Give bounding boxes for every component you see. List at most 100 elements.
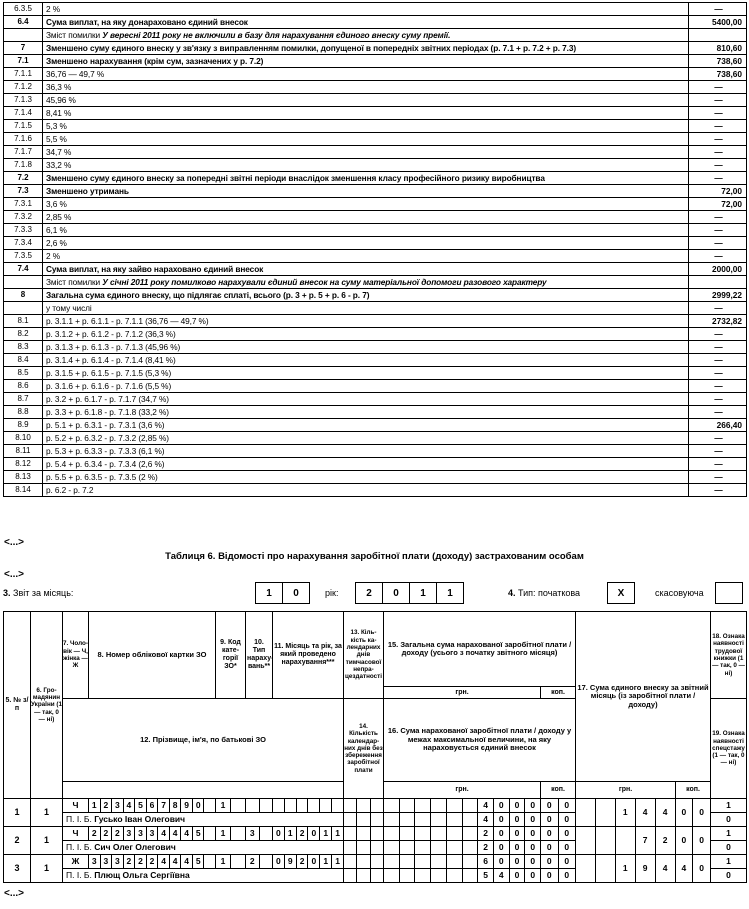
row-number: 8.8 — [3, 405, 43, 419]
header-cell-8-card-number: 8. Номер облікової картки ЗО — [88, 611, 216, 699]
row-label: Зменшено нарахування (крім сум, зазначен… — [42, 54, 689, 68]
row-number: 7.3.2 — [3, 210, 43, 224]
special-service-flag: 0 — [710, 812, 747, 827]
digit-box: 2 — [654, 827, 675, 854]
header-cell-18-work-book: 18. Ознака наявності трудової книжки (1 … — [710, 611, 747, 699]
digit-box: 1 — [220, 827, 226, 838]
row-label-text: Зменшено утримань — [46, 185, 129, 196]
digit-box: 3 — [99, 855, 112, 868]
digit-box: 0 — [492, 827, 509, 840]
person-number: 3 — [3, 854, 31, 883]
row-value: — — [688, 457, 747, 471]
row-number: 6.3.5 — [3, 2, 43, 16]
category-code-boxes: 1 — [215, 798, 246, 813]
digit-box: 0 — [492, 813, 509, 826]
digit-box: 0 — [508, 855, 525, 868]
ellipsis-mark: <...> — [4, 888, 25, 899]
row-label: р. 3.1.3 + р. 6.1.3 - р. 7.1.3 (45,96 %) — [42, 340, 689, 354]
row-number: 7.2 — [3, 171, 43, 185]
digit-box — [461, 813, 478, 826]
digit-box: 2 — [249, 855, 255, 866]
summary-table-row: 8.9 р. 5.1 + р. 6.3.1 - р. 7.3.1 (3,6 %)… — [3, 418, 747, 432]
summary-table-row: 7.1.7 34,7 % — — [3, 145, 747, 159]
summary-table-row: 7.4 Сума виплат, на яку зайво нараховано… — [3, 262, 747, 276]
summary-table-row: 7.1.6 5,5 % — — [3, 132, 747, 146]
row-value: 72,00 — [688, 184, 747, 198]
digit-box — [430, 869, 446, 882]
row-label: Загальна сума єдиного внеску, що підляга… — [42, 288, 689, 302]
summary-table-row: 7.3.2 2,85 % — — [3, 210, 747, 224]
digit-box — [594, 855, 615, 882]
pib-prefix: П. І. Б. — [66, 869, 95, 880]
row-label-text: 36,76 — 49,7 % — [46, 68, 105, 79]
digit-box — [414, 799, 430, 812]
person-gender: Ч — [62, 826, 89, 841]
work-book-flag: 1 — [710, 854, 747, 869]
digit-box — [398, 813, 415, 826]
row-label: 45,96 % — [42, 93, 689, 107]
unpaid-days-boxes — [343, 868, 384, 883]
digit-box: 0 — [557, 869, 575, 882]
digit-box: 0 — [524, 813, 539, 826]
row-number: 6.4 — [3, 15, 43, 29]
digit-box: 4 — [157, 855, 169, 868]
digit-box: 0 — [307, 855, 319, 868]
digit-box: 5 — [477, 869, 493, 882]
row-number: 7.3.4 — [3, 236, 43, 250]
sick-days-boxes — [343, 798, 384, 813]
row-number: 8.14 — [3, 483, 43, 497]
digit-box: 0 — [524, 841, 539, 854]
row-value: — — [688, 366, 747, 380]
row-number — [3, 28, 43, 42]
row-label-text: 2,85 % — [46, 211, 72, 222]
row-value — [688, 275, 747, 289]
pib-prefix: П. І. Б. — [66, 813, 95, 824]
digit-box: 0 — [276, 855, 281, 866]
summary-table-row: Зміст помилки У вересні 2011 року не вкл… — [3, 28, 747, 42]
row-value: 810,60 — [688, 41, 747, 55]
row-number: 7.1.4 — [3, 106, 43, 120]
digit-box: 3 — [91, 855, 97, 866]
row-number: 8.6 — [3, 379, 43, 393]
row-label: 2 % — [42, 2, 689, 16]
digit-box — [398, 841, 415, 854]
row-value: — — [688, 353, 747, 367]
row-number: 8.3 — [3, 340, 43, 354]
digit-box: 3 — [111, 799, 123, 812]
row-number: 8.1 — [3, 314, 43, 328]
header-cell-13-sick-days: 13. Кіль­кість ка­лендар­них днів тимчас… — [343, 611, 384, 699]
header-cell-14-unpaid-days: 14. Кількість календар­них днів без збе­… — [343, 698, 384, 799]
summary-table-row: 7.3.4 2,6 % — — [3, 236, 747, 250]
row-number: 7.4 — [3, 262, 43, 276]
kop-unit-label: коп. — [675, 781, 711, 799]
row-label: у тому числі — [42, 301, 689, 315]
row-value: — — [688, 132, 747, 146]
row-label-text: р. 3.3 + р. 6.1.8 - р. 7.1.8 (33,2 %) — [46, 406, 169, 417]
row-label: 8,41 % — [42, 106, 689, 120]
digit-box: 5 — [191, 855, 204, 868]
row-label: р. 5.5 + р. 6.3.5 - р. 7.3.5 (2 %) — [42, 470, 689, 484]
row-value: — — [688, 119, 747, 133]
row-label: 5,5 % — [42, 132, 689, 146]
row-number: 8.12 — [3, 457, 43, 471]
digit-box: 0 — [492, 855, 509, 868]
digit-box: 0 — [492, 799, 509, 812]
row-value — [688, 28, 747, 42]
row-value: 2999,22 — [688, 288, 747, 302]
person-gender: Ч — [62, 798, 89, 813]
row-label: 3,6 % — [42, 197, 689, 211]
digit-box: 6 — [477, 855, 493, 868]
row-label-text: р. 3.2 + р. 6.1.7 - р. 7.1.7 (34,7 %) — [46, 393, 169, 404]
row-label-text: р. 5.5 + р. 6.3.5 - р. 7.3.5 (2 %) — [46, 471, 158, 482]
summary-table-row: 8.14 р. 6.2 - р. 7.2 — — [3, 483, 747, 497]
